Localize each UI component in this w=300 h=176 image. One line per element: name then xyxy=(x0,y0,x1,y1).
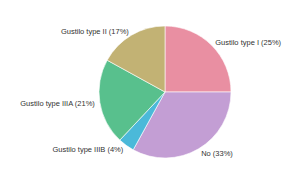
data-label: Gustilo type IIIB (4%) xyxy=(52,145,123,154)
value-label: (4%) xyxy=(105,145,123,154)
category-label: No xyxy=(201,149,211,158)
data-label: No (33%) xyxy=(201,149,233,158)
pie-slice xyxy=(107,26,165,92)
labels: Gustilo type I (25%) No (33%) Gustilo type… xyxy=(20,27,281,158)
category-label: Gustilo type IIIB xyxy=(52,145,105,154)
pie-slice xyxy=(165,26,231,92)
category-label: Gustilo type IIIA xyxy=(20,99,73,108)
data-label: Gustilo type I (25%) xyxy=(215,38,281,47)
value-label: (25%) xyxy=(259,38,282,47)
data-label: Gustilo type II (17%) xyxy=(61,27,129,36)
value-label: (17%) xyxy=(107,27,130,36)
chart: Gustilo type I (25%) No (33%) Gustilo type… xyxy=(0,0,300,176)
category-label: Gustilo type I xyxy=(215,38,259,47)
value-label: (21%) xyxy=(73,99,96,108)
pie xyxy=(99,26,231,158)
data-label: Gustilo type IIIA (21%) xyxy=(20,99,95,108)
category-label: Gustilo type II xyxy=(61,27,107,36)
value-label: (33%) xyxy=(211,149,234,158)
